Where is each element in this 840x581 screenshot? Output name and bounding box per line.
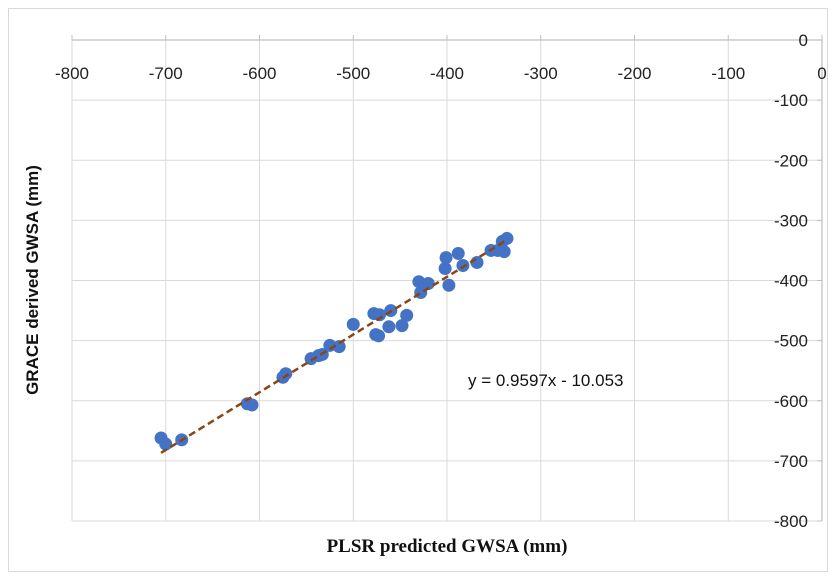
data-point: [421, 277, 435, 291]
x-tick-label: -300: [524, 64, 558, 83]
y-tick-label: -500: [774, 332, 808, 351]
data-points: [154, 231, 514, 451]
data-point: [279, 367, 293, 381]
y-tick-label: -300: [774, 211, 808, 230]
y-tick-label: -600: [774, 392, 808, 411]
data-point: [456, 258, 470, 272]
y-tick-label: 0: [799, 31, 808, 50]
x-tick-label: -500: [336, 64, 370, 83]
x-tick-label: -800: [55, 64, 89, 83]
data-point: [442, 278, 456, 292]
x-tick-label: -700: [149, 64, 183, 83]
x-tick-label: -400: [430, 64, 464, 83]
data-point: [382, 320, 396, 334]
data-point: [372, 329, 386, 343]
data-point: [373, 308, 386, 322]
y-tick-label: -400: [774, 272, 808, 291]
gridlines: [71, 40, 822, 522]
x-tick-label: -600: [242, 64, 276, 83]
x-tick-label: -100: [711, 64, 745, 83]
data-point: [245, 398, 259, 412]
y-tick-label: -200: [774, 151, 808, 170]
x-tick-label: -200: [617, 64, 651, 83]
trendline-equation: y = 0.9597x - 10.053: [468, 371, 623, 390]
data-point: [451, 246, 465, 260]
y-tick-labels: 0 -100 -200 -300 -400 -500 -600 -700 -800: [774, 31, 808, 531]
data-point: [400, 308, 414, 322]
data-point: [159, 437, 173, 451]
data-point: [439, 251, 453, 265]
y-tick-label: -100: [774, 91, 808, 110]
y-axis-title: GRACE derived GWSA (mm): [23, 165, 42, 395]
y-tick-label: -700: [774, 452, 808, 471]
data-point: [497, 245, 511, 259]
axes: [71, 35, 823, 522]
trendline: [160, 238, 509, 454]
data-point: [332, 340, 346, 354]
x-tick-label: 0: [817, 64, 826, 83]
data-point: [438, 261, 452, 275]
data-point: [395, 319, 409, 333]
x-axis-title: PLSR predicted GWSA (mm): [327, 536, 568, 557]
x-tick-labels: -800 -700 -600 -500 -400 -300 -200 -100 0: [55, 64, 827, 83]
data-point: [346, 317, 360, 331]
y-tick-label: -800: [774, 512, 808, 531]
